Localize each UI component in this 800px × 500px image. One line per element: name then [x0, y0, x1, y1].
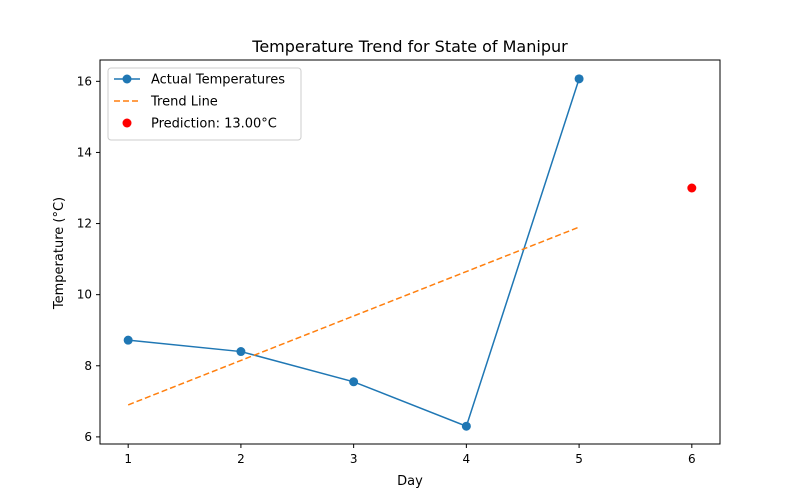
legend-label: Trend Line	[150, 95, 218, 110]
legend: Actual Temperatures Trend Line Prediction:…	[107, 67, 302, 141]
actual-temperature-point	[574, 74, 584, 84]
actual-temperature-point	[349, 377, 359, 387]
legend-label: Actual Temperatures	[151, 73, 285, 88]
y-axis-label: Temperature (°C)	[52, 197, 67, 310]
x-tick-label: 5	[575, 452, 583, 466]
actual-temperature-point	[461, 421, 471, 431]
prediction-point	[687, 183, 697, 193]
y-tick-label: 14	[77, 145, 92, 159]
x-tick-label: 1	[124, 452, 132, 466]
x-tick-label: 2	[237, 452, 245, 466]
legend-box	[107, 67, 302, 141]
actual-temperature-point	[123, 335, 133, 345]
y-tick-label: 8	[84, 359, 92, 373]
y-tick-label: 12	[77, 217, 92, 231]
x-tick-label: 4	[463, 452, 471, 466]
y-tick-label: 10	[77, 288, 92, 302]
x-axis-label: Day	[397, 474, 423, 489]
chart-title: Temperature Trend for State of Manipur	[251, 37, 568, 56]
x-tick-label: 6	[688, 452, 696, 466]
plot-frame	[99, 59, 721, 445]
legend-handle-actual-marker	[122, 74, 132, 84]
legend-handle-prediction	[122, 118, 132, 128]
x-tick-label: 3	[350, 452, 358, 466]
actual-temperature-point	[236, 347, 246, 357]
y-tick-label: 16	[77, 74, 92, 88]
y-tick-label: 6	[84, 430, 92, 444]
legend-label: Prediction: 13.00°C	[151, 117, 277, 132]
